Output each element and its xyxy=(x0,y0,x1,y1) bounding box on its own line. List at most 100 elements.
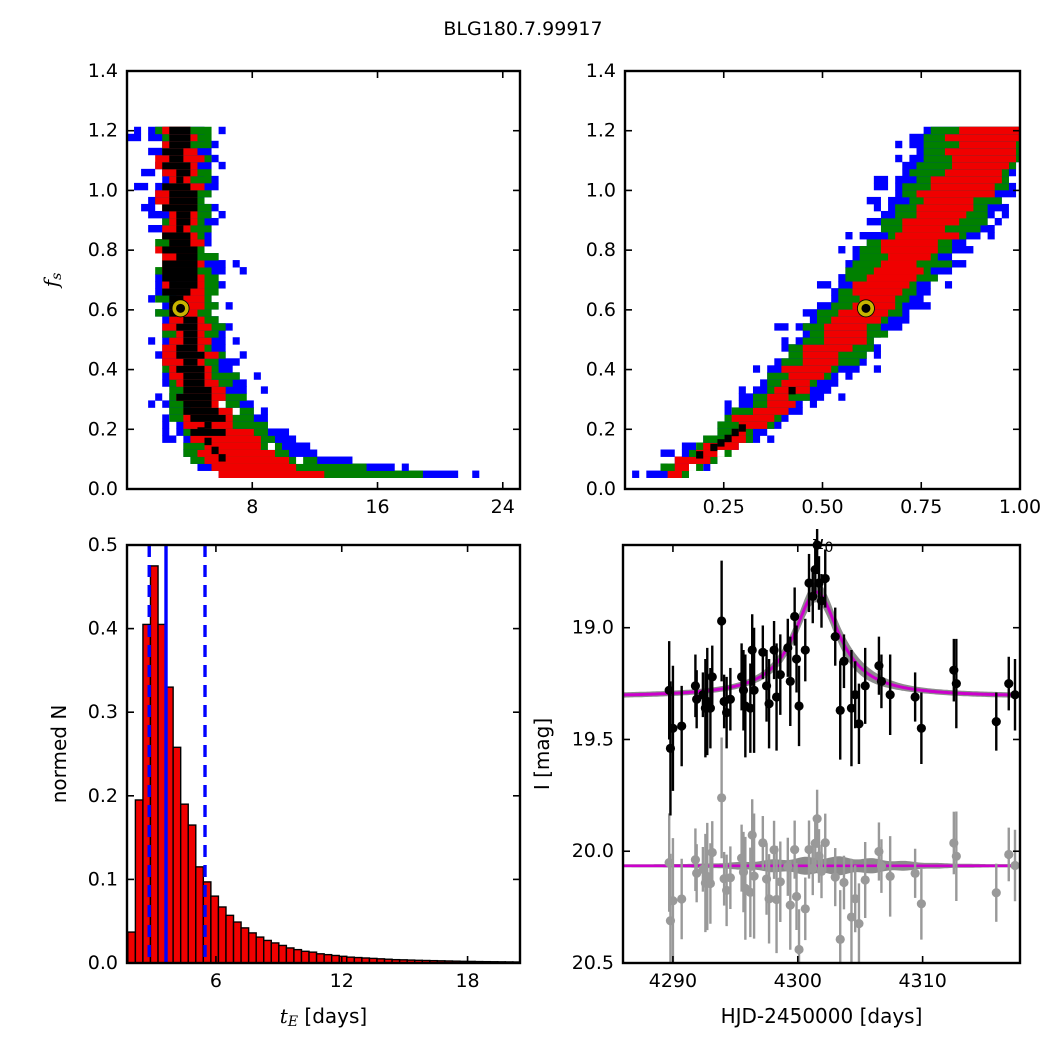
region-1sigma xyxy=(190,435,261,443)
region-3sigma-speck xyxy=(401,463,409,471)
region-3sigma-speck xyxy=(703,463,711,471)
region-best xyxy=(169,154,184,163)
histogram-bars xyxy=(127,565,521,964)
region-best xyxy=(162,182,191,191)
region-1sigma xyxy=(211,463,297,471)
region-1sigma xyxy=(916,203,974,212)
region-1sigma xyxy=(162,224,191,233)
y-tick-label: 0.0 xyxy=(88,952,118,974)
region-gap xyxy=(688,463,697,471)
region-3sigma-speck xyxy=(809,400,817,408)
region-best xyxy=(169,196,198,205)
region-3sigma-speck xyxy=(1001,210,1009,219)
region-3sigma-speck xyxy=(232,260,240,268)
x-tick-label: 12 xyxy=(330,970,354,992)
region-best xyxy=(176,344,198,352)
y-tick-label: 0.2 xyxy=(88,785,118,807)
histogram-bar xyxy=(217,906,227,964)
region-3sigma-speck xyxy=(162,435,177,443)
region-1sigma xyxy=(959,140,1017,149)
histogram-bar xyxy=(187,824,197,964)
region-1sigma xyxy=(880,246,938,254)
region-best xyxy=(162,147,184,156)
region-3sigma-speck xyxy=(127,133,142,142)
region-3sigma-speck xyxy=(260,407,268,415)
region-best xyxy=(162,161,191,170)
panel-lightcurve: 4290 4300 4310 19.0 19.5 20.0 20.5 HJD-2450000 … xyxy=(530,529,1022,1028)
region-1sigma xyxy=(916,210,967,219)
histogram xyxy=(127,545,521,964)
region-best xyxy=(183,337,198,345)
axes-tE_hist: 6 12 18 0.0 0.1 0.2 0.3 0.4 0.5 tE [days] normed N xyxy=(47,534,522,1030)
region-3sigma-speck xyxy=(225,302,233,310)
x-tick-label: 24 xyxy=(491,496,515,518)
y-tick-label: 20.5 xyxy=(572,952,614,974)
x-tick-label: 4290 xyxy=(649,970,697,992)
region-1sigma xyxy=(831,316,881,324)
region-best xyxy=(183,400,212,408)
y-tick-label: 1.2 xyxy=(88,120,118,142)
y-tick-label: 20.0 xyxy=(572,840,614,862)
histogram-bar xyxy=(300,950,310,964)
best-fit-marker xyxy=(856,299,875,318)
region-3sigma-speck xyxy=(838,246,846,254)
region-best xyxy=(176,224,184,233)
region-gap xyxy=(218,400,226,408)
region-best xyxy=(162,288,191,296)
region-best xyxy=(169,126,191,135)
x-axis-label: HJD-2450000 [days] xyxy=(721,1004,923,1028)
region-1sigma xyxy=(767,400,796,408)
region-1sigma xyxy=(859,295,896,303)
region-3sigma-speck xyxy=(211,154,219,163)
region-1sigma xyxy=(923,196,974,205)
region-1sigma xyxy=(162,253,191,261)
region-1sigma xyxy=(781,365,832,373)
region-3sigma-speck xyxy=(218,126,226,135)
region-1sigma xyxy=(930,182,995,191)
figure-title: BLG180.7.99917 xyxy=(443,18,603,40)
region-best xyxy=(169,189,198,198)
region-1sigma xyxy=(952,154,1017,163)
region-3sigma-speck xyxy=(681,442,697,450)
region-best xyxy=(183,386,212,394)
region-best xyxy=(183,316,198,324)
region-1sigma xyxy=(169,147,198,156)
x-tick-label: 0.75 xyxy=(900,496,942,518)
y-axis-label: normed N xyxy=(47,705,71,804)
region-1sigma xyxy=(674,456,711,464)
region-3sigma-speck xyxy=(816,281,832,289)
region-1sigma xyxy=(873,267,924,275)
histogram-bar xyxy=(285,947,295,964)
region-3sigma-speck xyxy=(162,428,170,436)
region-3sigma-speck xyxy=(134,126,142,135)
region-3sigma-speck xyxy=(1023,169,1030,176)
region-3sigma-speck xyxy=(141,203,156,212)
region-3sigma-speck xyxy=(239,351,247,359)
region-3sigma-speck xyxy=(895,154,903,163)
region-3sigma-speck xyxy=(218,161,226,170)
region-3sigma-speck xyxy=(838,393,846,401)
region-1sigma xyxy=(696,449,718,457)
data-points xyxy=(664,529,1020,816)
region-best xyxy=(176,365,205,373)
region-3sigma-speck xyxy=(155,393,163,401)
region-3sigma-speck xyxy=(866,196,881,205)
histogram-bar xyxy=(179,803,189,964)
region-1sigma xyxy=(738,421,768,429)
axes-lightcurve: 4290 4300 4310 19.0 19.5 20.0 20.5 HJD-2450000 … xyxy=(530,543,1022,1028)
x-tick-label: 16 xyxy=(365,496,389,518)
region-1sigma xyxy=(824,330,867,338)
histogram-bar xyxy=(255,936,265,964)
region-best-speck xyxy=(204,437,212,446)
region-best xyxy=(176,253,198,261)
region-best xyxy=(183,379,205,387)
region-3sigma-speck xyxy=(767,435,775,443)
region-3sigma-speck xyxy=(239,267,247,275)
region-3sigma-speck xyxy=(724,407,732,415)
region-1sigma xyxy=(204,456,290,464)
region-1sigma xyxy=(802,344,853,352)
region-3sigma-speck xyxy=(873,175,889,184)
y-axis-label: I [mag] xyxy=(530,718,554,790)
region-3sigma-speck xyxy=(944,281,953,289)
